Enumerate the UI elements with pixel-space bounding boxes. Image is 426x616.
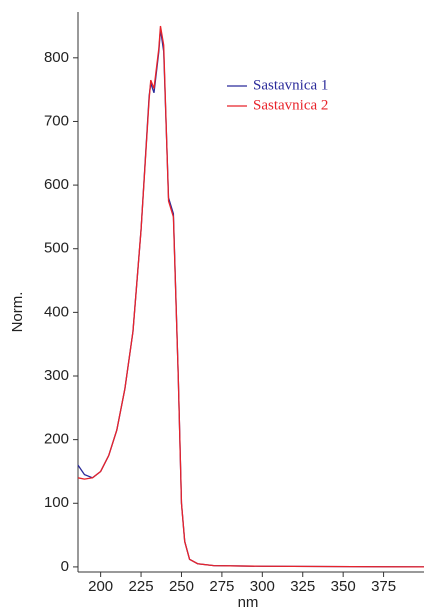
x-tick-label: 300 xyxy=(250,578,275,595)
y-tick-label: 700 xyxy=(44,112,69,129)
x-tick-label: 225 xyxy=(129,578,154,595)
legend-label: Sastavnica 1 xyxy=(253,77,328,93)
x-tick-label: 250 xyxy=(169,578,194,595)
y-tick-label: 800 xyxy=(44,49,69,66)
y-tick-label: 200 xyxy=(44,431,69,448)
x-tick-label: 350 xyxy=(331,578,356,595)
y-tick-label: 400 xyxy=(44,303,69,320)
x-tick-label: 375 xyxy=(371,578,396,595)
legend-label: Sastavnica 2 xyxy=(253,97,328,113)
x-tick-label: 275 xyxy=(209,578,234,595)
y-tick-label: 0 xyxy=(61,558,69,575)
series-line xyxy=(77,29,425,568)
y-tick-label: 300 xyxy=(44,367,69,384)
y-tick-label: 100 xyxy=(44,494,69,511)
x-tick-label: 325 xyxy=(290,578,315,595)
x-tick-label: 200 xyxy=(88,578,113,595)
y-axis-label: Norm. xyxy=(9,292,26,333)
series-line xyxy=(77,25,425,568)
x-axis-label: nm xyxy=(238,594,259,611)
y-tick-label: 500 xyxy=(44,240,69,257)
y-tick-label: 600 xyxy=(44,176,69,193)
